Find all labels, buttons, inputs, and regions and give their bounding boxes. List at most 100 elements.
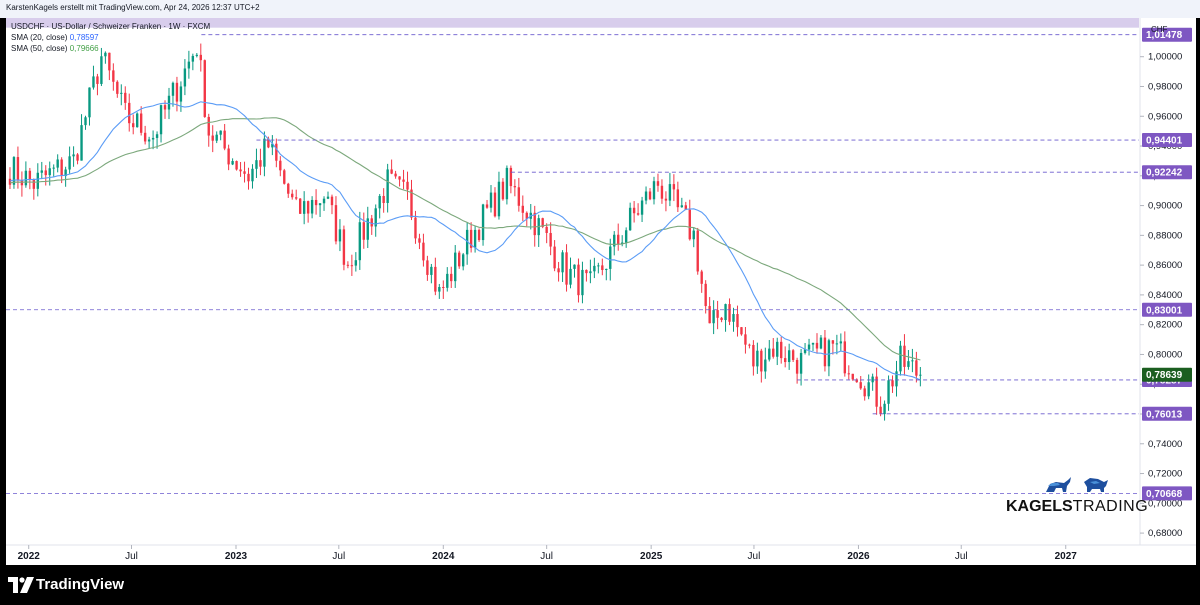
candle-body — [839, 341, 843, 344]
candle-body — [346, 264, 350, 266]
candle-body — [477, 229, 481, 241]
candle-body — [581, 269, 584, 296]
candle-body — [756, 350, 759, 367]
candle-body — [601, 265, 604, 270]
candle-body — [398, 176, 401, 180]
level-label-box — [1142, 165, 1192, 180]
candle-body — [112, 70, 115, 82]
candle-body — [163, 105, 167, 110]
candle-body — [585, 269, 588, 274]
level-label-box — [1142, 406, 1192, 421]
candle-body — [696, 230, 699, 272]
candle-body — [485, 204, 489, 208]
level-label-box — [1142, 133, 1192, 148]
y-tick-label: 0,86000 — [1148, 260, 1182, 271]
candle-body — [803, 349, 807, 353]
candle-body — [776, 341, 779, 357]
candle-body — [318, 203, 322, 206]
legend-sma20[interactable]: SMA (20, close) 0,78597 — [11, 32, 210, 43]
candle-body — [147, 139, 151, 142]
candle-body — [621, 242, 624, 244]
candle-body — [310, 199, 314, 214]
chart-area[interactable]: 1,000000,980000,960000,940000,920000,900… — [6, 18, 1196, 565]
candle-body — [207, 116, 210, 136]
sma50-label: SMA (50, close) — [11, 44, 68, 53]
candle-body — [517, 187, 521, 206]
candle-body — [302, 201, 306, 214]
candle-body — [501, 181, 505, 200]
candle-body — [704, 283, 707, 307]
candle-body — [855, 379, 858, 383]
candle-body — [279, 160, 282, 171]
candle-body — [541, 218, 544, 227]
candle-body — [32, 179, 36, 189]
candle-body — [36, 172, 39, 189]
candle-body — [287, 183, 290, 194]
candle-body — [116, 81, 119, 94]
candle-body — [40, 170, 43, 173]
legend-sma50[interactable]: SMA (50, close) 0,79666 — [11, 43, 210, 54]
candle-body — [644, 191, 648, 201]
candle-body — [458, 252, 461, 267]
candle-body — [52, 167, 55, 169]
candle-body — [628, 207, 632, 231]
candle-body — [92, 76, 95, 88]
candle-body — [243, 171, 246, 174]
candle-body — [120, 92, 123, 94]
candle-body — [370, 218, 373, 227]
candle-body — [847, 373, 850, 375]
candle-body — [223, 130, 226, 149]
candle-body — [469, 229, 473, 248]
candle-body — [827, 340, 831, 367]
legend-title[interactable]: USDCHF · US-Dollar / Schweizer Franken ·… — [11, 22, 211, 31]
candle-body — [314, 199, 318, 206]
x-tick-label: 2022 — [18, 551, 41, 562]
x-tick-label: Jul — [125, 551, 138, 562]
candle-body — [12, 157, 16, 185]
level-label-box — [1142, 302, 1192, 317]
candle-body — [251, 168, 254, 182]
candle-body — [589, 271, 592, 274]
candle-body — [569, 268, 572, 285]
candle-body — [418, 238, 421, 243]
candle-body — [811, 342, 815, 345]
candle-body — [521, 205, 524, 213]
candle-body — [465, 229, 469, 255]
y-tick-label: 1,00000 — [1148, 52, 1182, 63]
candle-body — [362, 222, 365, 240]
candle-body — [752, 344, 755, 367]
chart-svg[interactable]: 1,000000,980000,960000,940000,920000,900… — [6, 18, 1196, 565]
candle-body — [426, 260, 429, 275]
candle-body — [780, 341, 783, 359]
tradingview-logo-icon[interactable] — [8, 577, 34, 593]
candle-body — [406, 181, 409, 190]
candle-body — [28, 170, 32, 180]
level-label-box — [1142, 27, 1192, 42]
candle-body — [724, 304, 727, 321]
candle-body — [760, 350, 763, 372]
candle-body — [108, 52, 111, 71]
candle-body — [203, 60, 206, 117]
candle-body — [259, 160, 262, 167]
candle-body — [867, 382, 870, 397]
candle-body — [553, 246, 556, 269]
y-tick-label: 0,80000 — [1148, 349, 1182, 360]
candle-body — [298, 198, 302, 214]
candle-body — [183, 68, 187, 87]
candle-body — [191, 55, 195, 62]
candle-body — [481, 204, 485, 241]
candle-body — [430, 266, 433, 275]
candle-body — [271, 143, 274, 148]
candle-body — [195, 54, 199, 56]
candle-body — [219, 130, 222, 135]
last-price-box — [1142, 367, 1192, 382]
candle-body — [414, 217, 417, 239]
candle-body — [732, 314, 735, 322]
candle-body — [263, 138, 266, 167]
candle-body — [76, 154, 79, 161]
tradingview-name[interactable]: TradingView — [36, 576, 125, 593]
candle-body — [652, 181, 656, 200]
x-tick-label: Jul — [332, 551, 345, 562]
candle-body — [700, 271, 703, 284]
candle-body — [843, 341, 847, 374]
